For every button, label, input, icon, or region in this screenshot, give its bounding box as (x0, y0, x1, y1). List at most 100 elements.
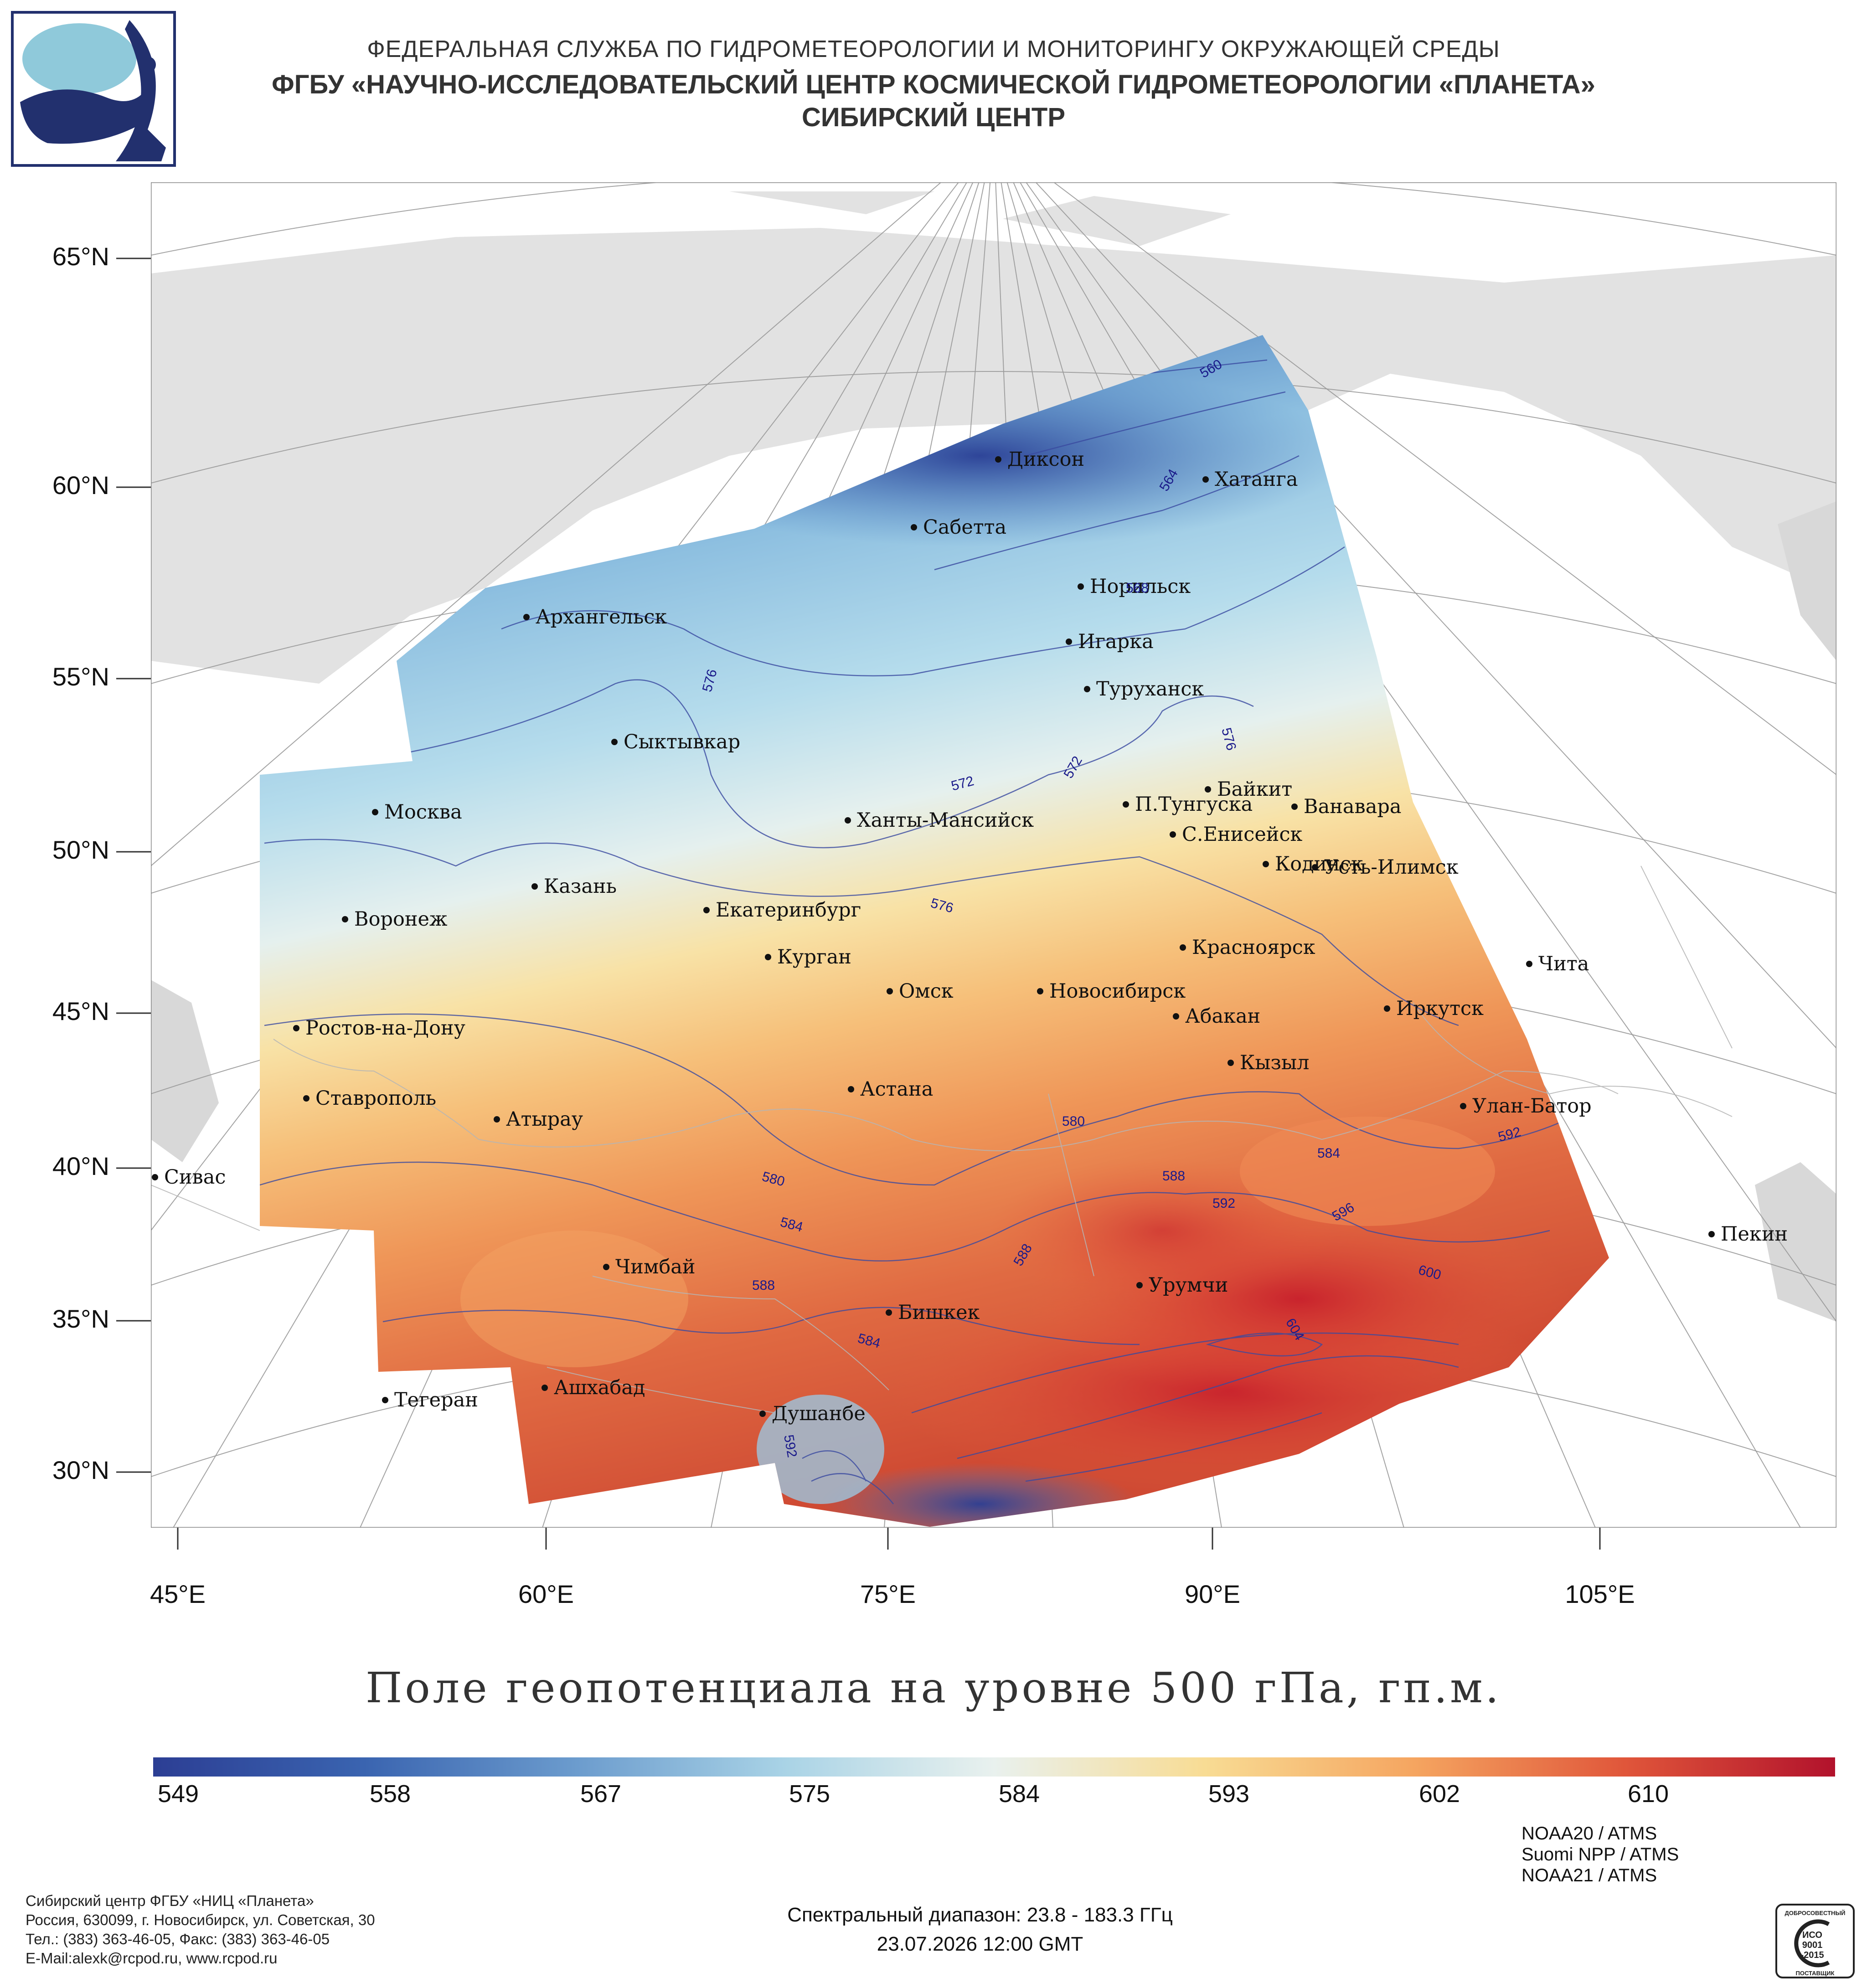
city-label: Сабетта (923, 516, 1006, 539)
lon-label-90: 90°E (1184, 1580, 1241, 1608)
city-label: Чита (1538, 953, 1589, 975)
org-info: Сибирский центр ФГБУ «НИЦ «Планета» Росс… (26, 1891, 375, 1968)
colorbar-tick-593: 593 (1208, 1780, 1250, 1808)
colorbar-tick-584: 584 (998, 1780, 1040, 1808)
city-marker (1066, 639, 1072, 645)
city-label: Улан-Батор (1472, 1095, 1592, 1118)
iso-text-1: ИСО (1802, 1930, 1822, 1940)
lat-label-60: 60°N (52, 471, 109, 500)
org-phone: Тел.: (383) 363-46-05, Факс: (383) 363-4… (26, 1931, 330, 1947)
city-label: Сивас (164, 1166, 226, 1189)
city-marker (293, 1025, 299, 1031)
city-label: Кодинск (1275, 853, 1363, 876)
lat-label-50: 50°N (52, 835, 109, 864)
agency-line: ФЕДЕРАЛЬНАЯ СЛУЖБА ПО ГИДРОМЕТЕОРОЛОГИИ … (367, 36, 1500, 62)
city-marker (303, 1095, 309, 1102)
city-label: Диксон (1007, 448, 1084, 471)
city-marker (1173, 1013, 1179, 1020)
geopotential-map: Диксон Хатанга Сабетта Норильск Архангельск И… (116, 182, 1836, 1550)
lat-label-35: 35°N (52, 1304, 109, 1333)
city-label: Абакан (1185, 1005, 1260, 1028)
city-marker (1312, 864, 1318, 870)
lat-label-45: 45°N (52, 997, 109, 1025)
city-marker (759, 1411, 766, 1417)
city-marker (1708, 1231, 1715, 1237)
city-marker (1202, 476, 1209, 483)
org-address: Россия, 630099, г. Новосибирск, ул. Сове… (26, 1911, 375, 1928)
city-marker (152, 1174, 158, 1180)
city-marker (1037, 988, 1043, 994)
city-marker (1460, 1103, 1466, 1109)
city-label: Норильск (1090, 575, 1191, 598)
city-label: Ханты-Мансийск (857, 809, 1034, 832)
city-label: Новосибирск (1049, 980, 1186, 1003)
city-label: Душанбе (772, 1402, 866, 1425)
iso-text-3: -2015 (1800, 1950, 1824, 1960)
iso-bottom-text: ПОСТАВЩИК (1796, 1970, 1835, 1977)
city-label: Ставрополь (315, 1087, 436, 1110)
contour-label: 580 (1062, 1114, 1085, 1129)
institute-line: ФГБУ «НАУЧНО-ИССЛЕДОВАТЕЛЬСКИЙ ЦЕНТР КОС… (272, 70, 1595, 99)
contour-label: 592 (1212, 1196, 1235, 1211)
city-marker (1291, 803, 1298, 810)
city-label: Ванавара (1304, 795, 1402, 818)
city-label: Астана (860, 1078, 933, 1101)
lat-label-40: 40°N (52, 1152, 109, 1180)
org-line: Сибирский центр ФГБУ «НИЦ «Планета» (26, 1892, 314, 1909)
city-label: П.Тунгуска (1135, 793, 1253, 816)
city-label: Ростов-на-Дону (305, 1017, 465, 1040)
city-label: Туруханск (1096, 678, 1204, 700)
city-marker (523, 614, 530, 620)
planeta-logo (11, 11, 176, 167)
city-label: Хатанга (1215, 468, 1298, 491)
satellite-item: Suomi NPP / ATMS (1521, 1844, 1679, 1864)
city-label: Омск (899, 980, 954, 1003)
city-label: Красноярск (1192, 936, 1315, 959)
lon-label-45: 45°E (150, 1580, 206, 1608)
city-marker (1078, 583, 1084, 590)
city-marker (1180, 944, 1186, 951)
city-label: Урумчи (1149, 1274, 1228, 1297)
city-marker (382, 1397, 388, 1403)
city-marker (542, 1385, 548, 1391)
city-marker (1227, 1060, 1234, 1066)
city-marker (1170, 831, 1176, 838)
colorbar-tick-567: 567 (580, 1780, 622, 1808)
city-marker (995, 456, 1001, 463)
city-label: Архангельск (536, 606, 667, 628)
colorbar (153, 1757, 1835, 1777)
lat-label-30: 30°N (52, 1456, 109, 1484)
city-label: Сыктывкар (624, 731, 740, 753)
city-marker (1263, 861, 1269, 867)
city-marker (703, 907, 710, 913)
city-marker (845, 817, 851, 824)
city-label: Бишкек (898, 1301, 980, 1324)
city-label: Чимбай (615, 1256, 696, 1278)
lat-label-55: 55°N (52, 662, 109, 691)
city-label: Казань (544, 875, 617, 898)
city-marker (911, 524, 917, 530)
iso-top-text: ДОБРОСОВЕСТНЫЙ (1784, 1910, 1845, 1916)
satellite-list: NOAA20 / ATMS Suomi NPP / ATMS NOAA21 / … (1521, 1823, 1679, 1886)
city-marker (1123, 801, 1129, 808)
iso-text-2: 9001 (1802, 1940, 1823, 1950)
city-marker (531, 883, 538, 890)
city-marker (1205, 786, 1211, 793)
iso-certificate-badge: ДОБРОСОВЕСТНЫЙ ИСО 9001 -2015 ПОСТАВЩИК (1775, 1904, 1855, 1978)
satellite-item: NOAA21 / ATMS (1521, 1865, 1657, 1885)
city-label: Игарка (1078, 630, 1154, 653)
city-marker (1526, 961, 1532, 967)
lon-label-105: 105°E (1565, 1580, 1635, 1608)
org-contacts: E-Mail:alexk@rcpod.ru, www.rcpod.ru (26, 1950, 278, 1967)
city-marker (1136, 1282, 1143, 1288)
city-label: Байкит (1217, 778, 1292, 801)
city-label: Курган (777, 946, 851, 968)
colorbar-tick-558: 558 (369, 1780, 411, 1808)
city-marker (886, 1309, 892, 1316)
city-label: Усть-Илимск (1324, 856, 1459, 879)
city-marker (1084, 686, 1090, 692)
satellite-item: NOAA20 / ATMS (1521, 1823, 1657, 1844)
city-label: Иркутск (1396, 997, 1484, 1020)
city-marker (765, 954, 771, 960)
contour-label: 588 (752, 1278, 775, 1293)
